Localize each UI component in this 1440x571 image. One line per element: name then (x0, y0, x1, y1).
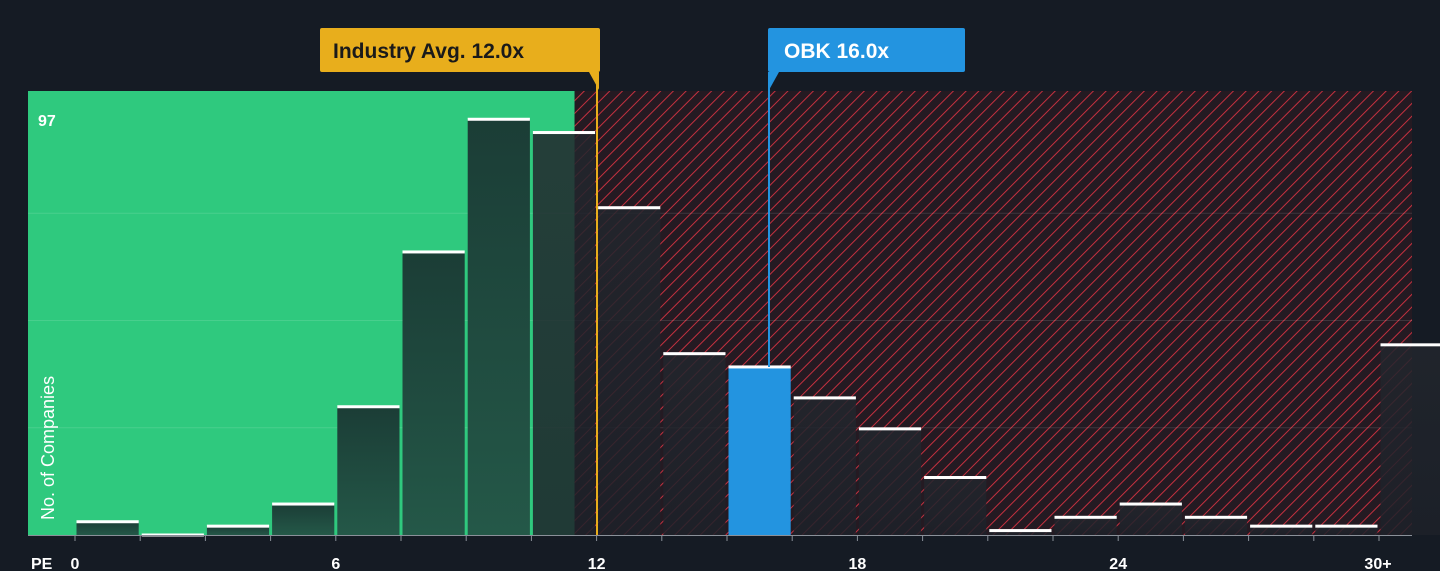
histogram-bar-cap (663, 352, 726, 356)
histogram-bar (76, 521, 139, 535)
histogram-bar (1054, 517, 1117, 535)
histogram-bar-cap (1184, 515, 1248, 519)
industry-avg-pointer (589, 72, 599, 90)
company-label-box (768, 28, 965, 72)
histogram-bar (663, 353, 726, 535)
histogram-bar (337, 406, 400, 535)
x-tick-label: 24 (1109, 556, 1127, 571)
histogram-bar-cap (858, 427, 922, 431)
histogram-bar (858, 428, 922, 535)
histogram-bar (272, 504, 335, 535)
histogram-bar (924, 477, 987, 535)
histogram-bar-cap (532, 131, 596, 135)
histogram-bar-cap (272, 502, 335, 506)
x-tick-label: 0 (71, 556, 80, 571)
x-tick-label: 12 (588, 556, 606, 571)
histogram-bar (532, 132, 596, 536)
histogram-bar-cap (337, 405, 400, 409)
industry-avg-label-box (320, 28, 600, 72)
x-tick-label: 18 (849, 556, 867, 571)
histogram-bar-cap (1054, 515, 1117, 519)
histogram-bar-cap (1315, 524, 1378, 528)
histogram-bar (1250, 526, 1313, 535)
histogram-bar (989, 530, 1052, 535)
histogram-bar (728, 366, 791, 535)
histogram-bar (402, 251, 465, 535)
histogram-bar-cap (728, 365, 791, 369)
histogram-bar-cap (793, 396, 856, 400)
histogram-bar-cap (467, 117, 530, 121)
histogram-bar (1184, 517, 1248, 535)
histogram-bar-cap (924, 476, 987, 480)
histogram-bar-cap (1119, 502, 1182, 506)
x-tick-label: 30+ (1364, 556, 1391, 571)
x-tick-label: 6 (331, 556, 340, 571)
histogram-bar-cap (1380, 343, 1440, 347)
histogram-bar (1380, 344, 1440, 535)
histogram-bar-cap (1250, 524, 1313, 528)
histogram-bar-cap (76, 520, 139, 524)
histogram-bar-cap (206, 524, 270, 528)
histogram-bar-cap (598, 206, 661, 210)
industry-avg-label: Industry Avg. 12.0x (333, 40, 524, 63)
histogram-bar-cap (989, 529, 1052, 533)
histogram-bar (598, 207, 661, 535)
histogram-bar (793, 397, 856, 535)
histogram-bar (1315, 526, 1378, 535)
histogram-bar (206, 526, 270, 535)
histogram-bar (467, 119, 530, 536)
y-max-label: 97 (38, 113, 56, 130)
company-pointer (769, 72, 779, 90)
company-label: OBK 16.0x (784, 40, 889, 63)
x-axis-label: PE (31, 556, 53, 571)
y-axis-label: No. of Companies (38, 376, 58, 520)
histogram-bar-cap (402, 250, 465, 254)
histogram-bar (1119, 504, 1182, 535)
